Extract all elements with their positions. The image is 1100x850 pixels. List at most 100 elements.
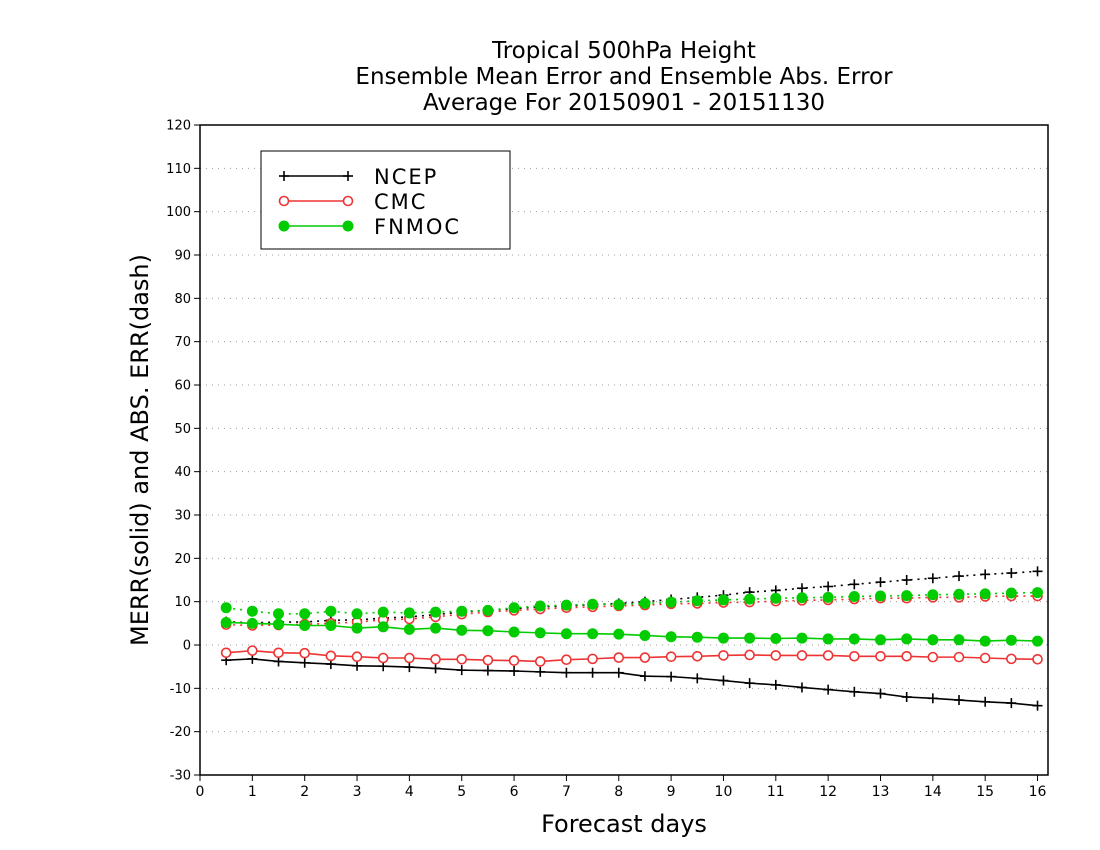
merr-point bbox=[482, 665, 493, 676]
x-tick-label: 2 bbox=[300, 784, 309, 800]
legend-marker bbox=[342, 220, 354, 232]
merr-point bbox=[561, 667, 572, 678]
merr-point bbox=[927, 634, 939, 646]
abs-err-point bbox=[770, 592, 782, 604]
merr-point bbox=[770, 633, 782, 644]
legend-entry-fnmoc: FNMOC bbox=[278, 215, 461, 239]
merr-point bbox=[639, 629, 651, 641]
abs-err-line bbox=[226, 570, 1038, 624]
merr-point bbox=[927, 651, 939, 663]
legend-label: CMC bbox=[374, 190, 427, 214]
merr-point bbox=[979, 652, 991, 664]
merr-point bbox=[666, 671, 677, 682]
merr-point bbox=[456, 665, 467, 676]
merr-point bbox=[1005, 634, 1017, 646]
abs-err-point bbox=[953, 588, 965, 600]
x-tick-label: 11 bbox=[767, 784, 785, 800]
merr-point bbox=[534, 627, 546, 639]
merr-point bbox=[849, 686, 860, 697]
merr-point bbox=[901, 650, 912, 662]
merr-point bbox=[325, 650, 337, 662]
x-tick-label: 9 bbox=[667, 784, 676, 800]
merr-point bbox=[404, 652, 415, 664]
legend-label: FNMOC bbox=[374, 215, 461, 239]
legend-entry-ncep: NCEP bbox=[279, 165, 436, 189]
legend-marker bbox=[278, 220, 290, 232]
merr-point bbox=[692, 673, 703, 684]
legend-entry-cmc: CMC bbox=[278, 190, 427, 214]
merr-point bbox=[377, 652, 389, 664]
legend-box bbox=[260, 150, 511, 250]
merr-point bbox=[1032, 635, 1044, 647]
merr-point bbox=[509, 666, 520, 676]
merr-point bbox=[744, 649, 755, 661]
abs-err-point bbox=[979, 588, 991, 600]
chart-title-line-2: Ensemble Mean Error and Ensemble Abs. Er… bbox=[355, 64, 893, 90]
merr-point bbox=[587, 667, 598, 678]
x-tick-label: 8 bbox=[614, 784, 623, 800]
merr-point bbox=[953, 634, 965, 646]
abs-err-point bbox=[927, 573, 938, 584]
merr-point bbox=[325, 620, 337, 631]
x-tick-label: 0 bbox=[196, 784, 205, 800]
x-tick-label: 4 bbox=[405, 784, 414, 800]
y-tick-label: 80 bbox=[174, 292, 191, 307]
abs-err-point bbox=[325, 605, 337, 617]
abs-err-point bbox=[901, 575, 912, 585]
merr-point bbox=[534, 656, 546, 667]
merr-point bbox=[718, 650, 729, 661]
merr-point bbox=[848, 633, 860, 645]
merr-point bbox=[587, 628, 599, 640]
plot-frame bbox=[199, 124, 1049, 776]
merr-point bbox=[587, 653, 598, 665]
merr-point bbox=[1032, 700, 1043, 711]
abs-err-point bbox=[822, 591, 834, 603]
y-tick-label: 100 bbox=[166, 205, 191, 220]
abs-err-point bbox=[1032, 566, 1043, 577]
merr-point bbox=[796, 682, 807, 693]
x-tick-label: 1 bbox=[248, 784, 257, 800]
legend-marker bbox=[279, 171, 289, 181]
merr-point bbox=[639, 671, 650, 682]
y-tick-label: 50 bbox=[174, 422, 191, 437]
merr-line bbox=[226, 658, 1038, 707]
merr-point bbox=[822, 650, 834, 661]
merr-point bbox=[560, 628, 572, 640]
merr-point bbox=[665, 651, 677, 663]
abs-err-point bbox=[980, 569, 991, 580]
y-tick-label: 30 bbox=[174, 509, 191, 524]
merr-point bbox=[351, 651, 363, 663]
merr-point bbox=[823, 684, 834, 695]
x-tick-label: 5 bbox=[457, 784, 466, 800]
abs-err-point bbox=[1032, 587, 1044, 599]
y-tick-label: 70 bbox=[174, 335, 191, 350]
abs-err-point bbox=[744, 593, 756, 605]
merr-point bbox=[927, 693, 938, 704]
merr-point bbox=[456, 653, 468, 665]
abs-err-point bbox=[927, 589, 939, 601]
abs-err-point bbox=[1006, 568, 1017, 579]
y-tick-label: 60 bbox=[174, 379, 191, 394]
abs-err-line bbox=[226, 591, 1038, 615]
merr-point bbox=[508, 626, 520, 638]
merr-point bbox=[875, 650, 886, 662]
y-tick-label: -30 bbox=[170, 769, 191, 784]
merr-point bbox=[352, 660, 363, 671]
merr-point bbox=[246, 617, 258, 629]
merr-point bbox=[639, 652, 651, 663]
abs-err-point bbox=[823, 581, 834, 592]
x-tick-label: 16 bbox=[1029, 784, 1047, 800]
merr-point bbox=[273, 647, 284, 659]
merr-point bbox=[901, 633, 913, 645]
abs-err-point bbox=[560, 599, 572, 611]
abs-err-point bbox=[848, 590, 860, 602]
merr-point bbox=[220, 616, 232, 628]
y-tick-label: 10 bbox=[174, 595, 191, 610]
y-tick-label: 20 bbox=[174, 552, 191, 567]
merr-point bbox=[1032, 653, 1043, 665]
merr-point bbox=[351, 622, 363, 634]
merr-point bbox=[849, 650, 860, 662]
merr-point bbox=[744, 678, 755, 689]
merr-point bbox=[430, 653, 441, 665]
